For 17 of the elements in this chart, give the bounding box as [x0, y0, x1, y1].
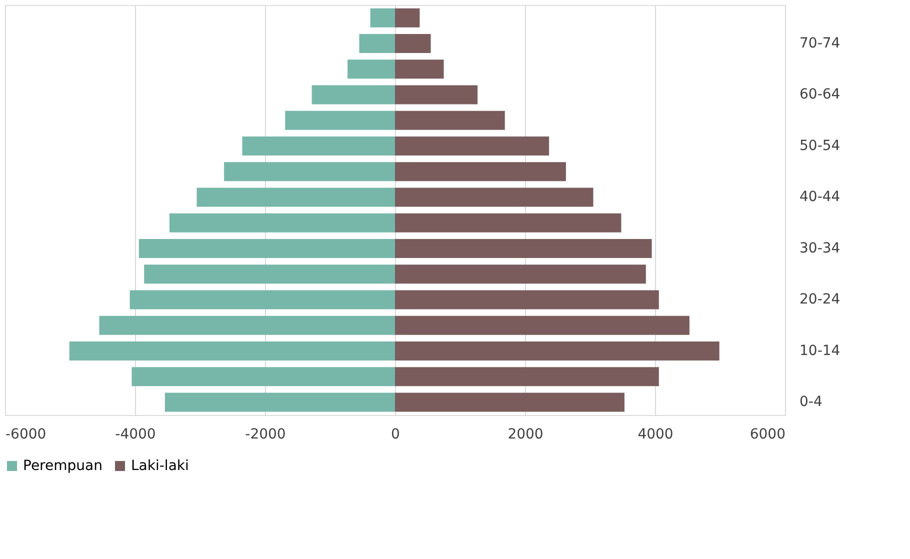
legend-label: Perempuan — [23, 458, 102, 474]
legend-label: Laki-laki — [131, 458, 189, 474]
x-tick-label: 6000 — [750, 426, 786, 442]
y-tick-label: 50-54 — [800, 138, 840, 154]
x-tick-label: -6000 — [6, 426, 46, 442]
y-tick-label: 20-24 — [800, 292, 840, 308]
y-tick-label: 60-64 — [800, 86, 840, 103]
x-tick-label: -4000 — [115, 426, 156, 442]
y-tick-label: 0-4 — [800, 394, 822, 410]
y-tick-label: 70-74 — [800, 35, 840, 52]
x-tick-label: -2000 — [245, 426, 286, 442]
x-tick-label: 0 — [391, 426, 400, 442]
y-tick-label: 40-44 — [800, 189, 840, 206]
y-tick-label: 10-14 — [800, 342, 840, 359]
y-tick-label: 30-34 — [800, 240, 840, 256]
x-tick-label: 4000 — [638, 426, 674, 442]
x-tick-label: 2000 — [508, 426, 544, 442]
